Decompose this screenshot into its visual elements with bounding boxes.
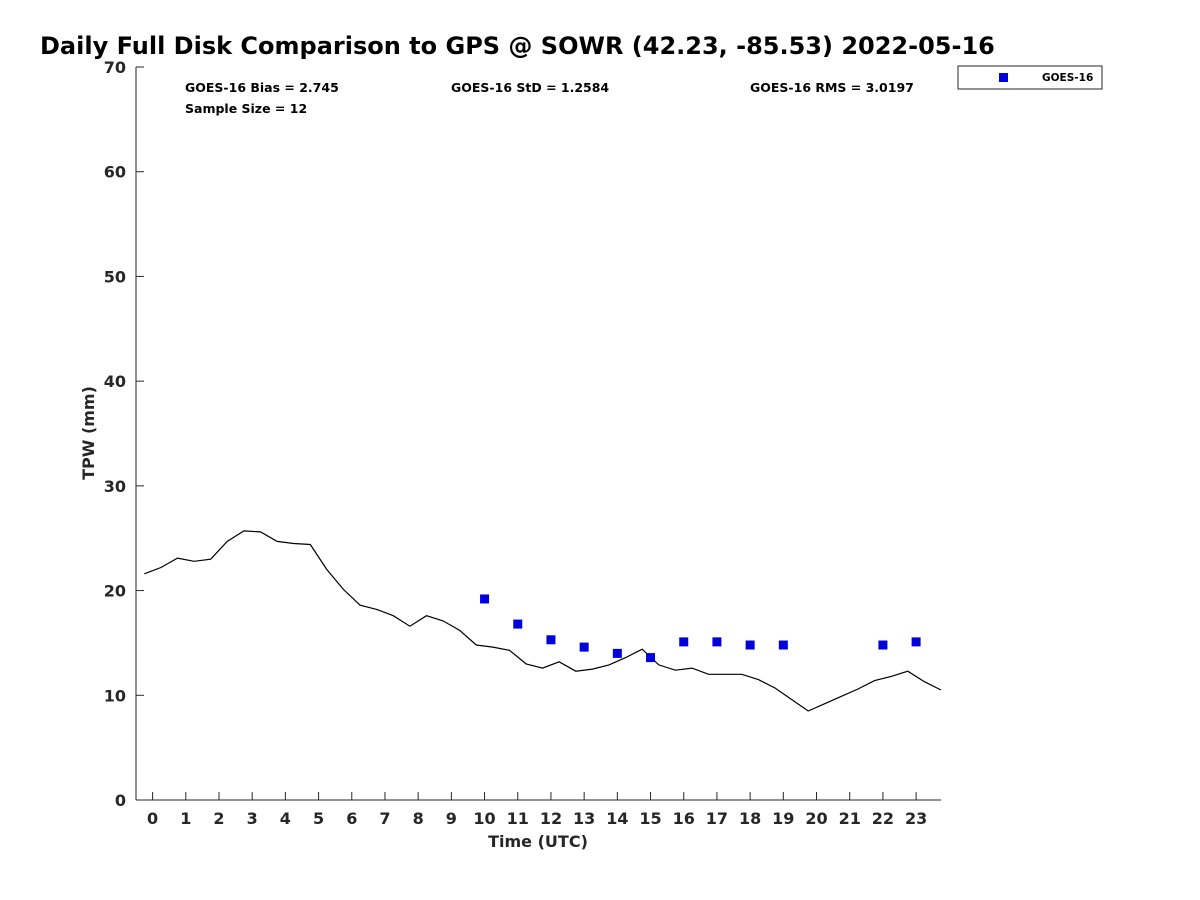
x-axis-label: Time (UTC)	[488, 832, 588, 851]
goes16-point	[778, 640, 788, 650]
legend-box	[957, 65, 1103, 90]
plot-axes	[135, 67, 941, 801]
y-tick-label: 20	[104, 582, 126, 601]
x-tick-label: 17	[706, 809, 728, 828]
goes16-point	[712, 637, 722, 647]
x-tick-label: 8	[413, 809, 424, 828]
x-tick-label: 3	[247, 809, 258, 828]
x-tick-label: 0	[147, 809, 158, 828]
goes16-point	[911, 637, 921, 647]
stat-bias: GOES-16 Bias = 2.745	[185, 80, 339, 95]
goes16-point	[480, 594, 490, 604]
x-tick-label: 13	[573, 809, 595, 828]
legend-label-goes16: GOES-16	[1042, 72, 1093, 84]
chart-title: Daily Full Disk Comparison to GPS @ SOWR…	[40, 32, 995, 60]
goes16-point	[513, 619, 523, 629]
y-tick-label: 40	[104, 372, 126, 391]
y-tick-label: 0	[115, 791, 126, 810]
x-tick-label: 6	[346, 809, 357, 828]
stat-rms: GOES-16 RMS = 3.0197	[750, 80, 914, 95]
y-axis-label: TPW (mm)	[79, 386, 98, 480]
x-tick-label: 7	[379, 809, 390, 828]
stat-std: GOES-16 StD = 1.2584	[451, 80, 609, 95]
stat-sample-size: Sample Size = 12	[185, 101, 307, 116]
x-tick-label: 22	[872, 809, 894, 828]
x-tick-label: 4	[280, 809, 291, 828]
y-tick-label: 60	[104, 163, 126, 182]
x-tick-label: 23	[905, 809, 927, 828]
x-tick-label: 18	[739, 809, 761, 828]
x-tick-label: 12	[540, 809, 562, 828]
gps-tpw-line	[144, 530, 942, 712]
x-tick-label: 15	[639, 809, 661, 828]
x-tick-label: 10	[473, 809, 495, 828]
y-tick-label: 10	[104, 686, 126, 705]
goes16-point	[878, 640, 888, 650]
x-tick-label: 20	[805, 809, 827, 828]
goes16-point	[646, 653, 656, 663]
y-tick-label: 70	[104, 58, 126, 77]
goes16-point	[612, 648, 622, 658]
x-tick-label: 21	[839, 809, 861, 828]
x-tick-label: 2	[213, 809, 224, 828]
goes16-point	[679, 637, 689, 647]
legend: GOES-16	[957, 65, 1103, 90]
y-ticks: 0 10 20 30 40 50 60 70	[104, 58, 144, 810]
goes16-point	[546, 635, 556, 645]
x-tick-label: 16	[673, 809, 695, 828]
goes16-point	[745, 640, 755, 650]
x-ticks: 0 1 2 3 4 5 6 7 8 9 10 11 12 13 14 15 16 17 18 19 20 21 22 23	[147, 792, 927, 828]
x-tick-label: 14	[606, 809, 628, 828]
x-tick-label: 1	[180, 809, 191, 828]
x-tick-label: 19	[772, 809, 794, 828]
x-tick-label: 9	[446, 809, 457, 828]
legend-marker-goes16	[999, 73, 1008, 82]
series-layer	[144, 530, 942, 712]
goes16-point	[579, 642, 589, 652]
x-tick-label: 11	[507, 809, 529, 828]
y-tick-label: 30	[104, 477, 126, 496]
x-tick-label: 5	[313, 809, 324, 828]
y-tick-label: 50	[104, 267, 126, 286]
